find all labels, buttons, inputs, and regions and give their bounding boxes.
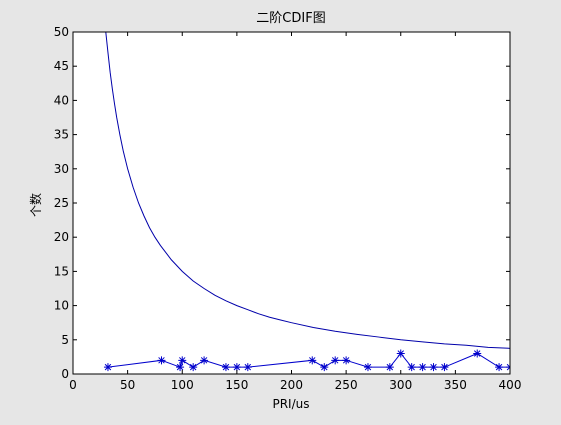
x-tick-label: 350 xyxy=(444,378,467,392)
y-tick-label: 25 xyxy=(54,196,69,210)
y-axis: 0 5 10 15 20 25 30 35 40 45 50 xyxy=(54,25,510,381)
x-tick-label: 0 xyxy=(69,378,77,392)
data-point-star xyxy=(176,363,185,372)
chart-title: 二阶CDIF图 xyxy=(256,11,325,26)
data-point-star xyxy=(473,349,482,358)
data-point-star xyxy=(363,363,372,372)
data-point-star xyxy=(103,363,112,372)
data-point-star xyxy=(243,363,252,372)
x-tick-label: 150 xyxy=(225,378,248,392)
x-tick-label: 400 xyxy=(499,378,522,392)
y-tick-label: 5 xyxy=(61,333,69,347)
x-tick-label: 250 xyxy=(335,378,358,392)
data-point-star xyxy=(189,363,198,372)
data-point-star xyxy=(342,356,351,365)
x-tick-label: 300 xyxy=(389,378,412,392)
data-point-star xyxy=(385,363,394,372)
data-point-star xyxy=(320,363,329,372)
data-point-star xyxy=(407,363,416,372)
x-axis-label: PRI/us xyxy=(272,397,309,411)
data-point-star xyxy=(178,356,187,365)
y-tick-label: 0 xyxy=(61,367,69,381)
x-axis: 0 50 100 150 200 250 300 350 400 xyxy=(69,32,521,392)
x-tick-label: 50 xyxy=(120,378,135,392)
data-point-star xyxy=(418,363,427,372)
data-point-star xyxy=(396,349,405,358)
data-point-star xyxy=(221,363,230,372)
data-point-star xyxy=(157,356,166,365)
data-point-star xyxy=(331,356,340,365)
data-point-star xyxy=(495,363,504,372)
data-point-star xyxy=(429,363,438,372)
x-tick-label: 200 xyxy=(280,378,303,392)
data-point-star xyxy=(308,356,317,365)
y-tick-label: 40 xyxy=(54,93,69,107)
threshold-curve xyxy=(105,32,510,349)
y-tick-label: 45 xyxy=(54,59,69,73)
y-tick-label: 20 xyxy=(54,230,69,244)
data-point-star xyxy=(232,363,241,372)
y-axis-label: 个数 xyxy=(28,193,43,217)
y-tick-label: 10 xyxy=(54,299,69,313)
y-tick-label: 35 xyxy=(54,128,69,142)
y-tick-label: 30 xyxy=(54,162,69,176)
data-point-star xyxy=(200,356,209,365)
x-tick-label: 100 xyxy=(171,378,194,392)
y-tick-label: 50 xyxy=(54,25,69,39)
plot-area xyxy=(73,32,510,374)
y-tick-label: 15 xyxy=(54,264,69,278)
data-point-star xyxy=(440,363,449,372)
series-layer xyxy=(103,32,510,372)
